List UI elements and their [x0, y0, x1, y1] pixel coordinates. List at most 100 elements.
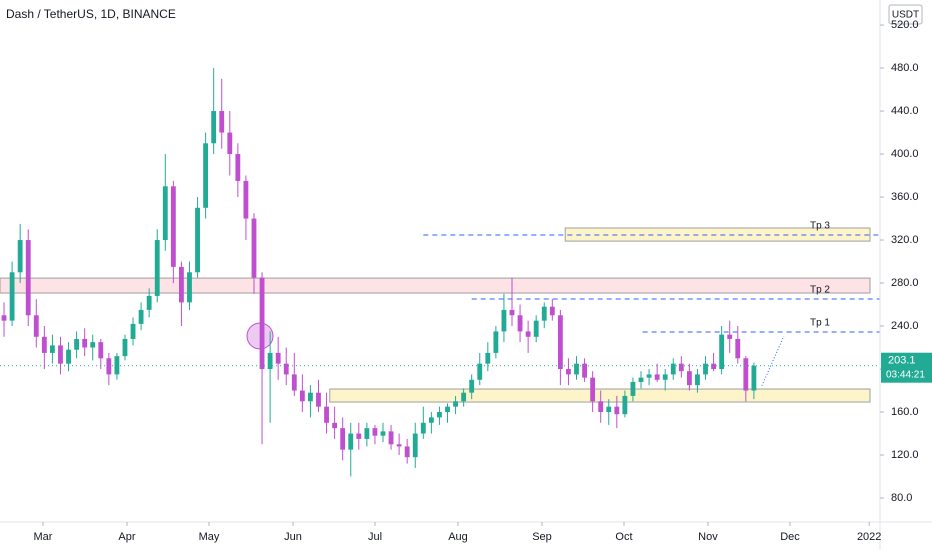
candle-body	[719, 334, 725, 370]
candle-body	[727, 334, 733, 339]
candle-body	[396, 444, 402, 447]
candle-body	[74, 338, 80, 350]
candle-body	[557, 315, 563, 370]
candle-body	[469, 379, 475, 393]
candle-body	[130, 323, 136, 339]
candle-body	[251, 218, 257, 278]
candle-body	[364, 428, 370, 439]
candle-body	[533, 320, 539, 337]
candle-body	[606, 406, 612, 413]
y-tick-label: 280.0	[891, 277, 919, 289]
candle-body	[211, 111, 217, 144]
x-tick-label: Mar	[33, 531, 52, 543]
candle-body	[404, 446, 410, 458]
target-label: Tp 2	[810, 285, 830, 296]
candle-body	[654, 374, 660, 380]
candle-body	[566, 369, 571, 375]
candle-body	[477, 363, 483, 380]
candle-body	[453, 401, 458, 407]
candle-body	[162, 186, 168, 241]
candle-body	[203, 143, 209, 208]
y-tick-label: 80.0	[891, 492, 912, 504]
currency: USDT	[892, 10, 919, 21]
candle-body	[267, 352, 273, 370]
candle-body	[461, 392, 467, 402]
x-tick-label: Jun	[284, 531, 302, 543]
candle-body	[678, 363, 684, 372]
last-price: 203.1	[888, 355, 916, 367]
x-tick-label: Nov	[698, 531, 718, 543]
candle-body	[485, 352, 491, 364]
y-tick-label: 160.0	[891, 406, 919, 418]
y-tick-label: 320.0	[891, 234, 919, 246]
y-tick-label: 120.0	[891, 449, 919, 461]
candle-body	[25, 240, 31, 316]
zone	[329, 388, 871, 403]
candle-body	[348, 433, 354, 450]
x-tick-label: Apr	[118, 531, 135, 543]
candle-body	[17, 240, 23, 273]
candle-body	[106, 358, 112, 375]
candle-body	[420, 422, 426, 434]
x-tick-label: Dec	[780, 531, 800, 543]
candle-body	[146, 295, 152, 310]
candle-body	[695, 374, 700, 386]
candle-body	[299, 390, 305, 402]
candle-body	[541, 306, 547, 321]
zone	[0, 277, 871, 294]
x-tick-label: Jul	[368, 531, 382, 543]
candle-body	[751, 365, 757, 391]
candle-body	[412, 433, 418, 458]
x-tick-label: May	[199, 531, 220, 543]
y-tick-label: 240.0	[891, 320, 919, 332]
candle-body	[324, 406, 329, 423]
candle-body	[638, 377, 644, 382]
candle-body	[58, 345, 63, 364]
candle-body	[703, 363, 708, 375]
candle-body	[501, 309, 507, 332]
candle-body	[283, 363, 289, 375]
countdown: 03:44:21	[886, 369, 925, 380]
candle-body	[98, 342, 104, 359]
candle-body	[590, 377, 596, 402]
candle-body	[340, 428, 346, 450]
candle-body	[582, 363, 587, 378]
candle-body	[227, 132, 233, 155]
target-label: Tp 3	[810, 221, 830, 232]
candle-body	[41, 336, 47, 353]
candle-body	[598, 401, 604, 413]
candle-body	[316, 392, 321, 407]
candle-body	[122, 338, 128, 357]
candle-body	[1, 315, 7, 321]
currency-box[interactable]	[888, 4, 923, 25]
y-tick-label: 520.0	[891, 19, 919, 31]
y-tick-label: 360.0	[891, 191, 919, 203]
candle-body	[187, 272, 192, 303]
x-tick-label: Aug	[448, 531, 468, 543]
candle-body	[743, 358, 749, 391]
candle-body	[243, 180, 249, 219]
zone	[564, 227, 871, 242]
candle-body	[437, 412, 442, 418]
candle-body	[509, 309, 515, 316]
candle-body	[380, 431, 386, 436]
candle-body	[549, 306, 555, 316]
x-tick-label: Sep	[532, 531, 552, 543]
candle-body	[630, 381, 636, 396]
y-tick-label: 480.0	[891, 62, 919, 74]
y-tick-label: 400.0	[891, 148, 919, 160]
candle-body	[33, 315, 39, 337]
candle-body	[332, 422, 338, 429]
candle-body	[49, 345, 55, 353]
candle-body	[670, 363, 676, 375]
candle-body	[574, 363, 579, 375]
candle-body	[517, 315, 523, 332]
candle-body	[646, 374, 652, 378]
chart-title: Dash / TetherUS, 1D, BINANCE	[6, 7, 176, 21]
candle-body	[493, 331, 499, 353]
projection-arrow	[761, 335, 785, 386]
candle-body	[259, 277, 265, 370]
